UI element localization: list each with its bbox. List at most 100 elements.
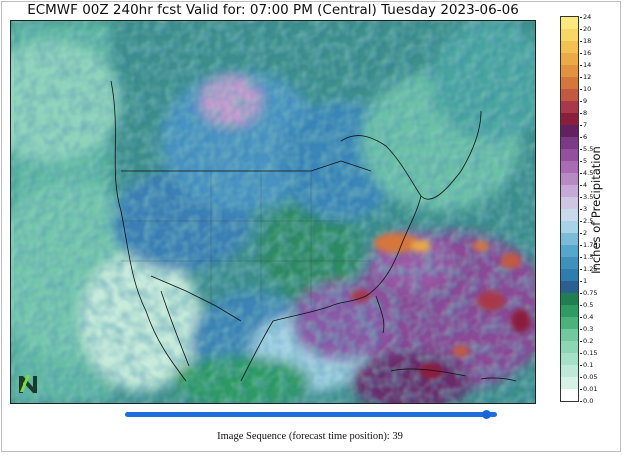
colorbar-tick-mark (580, 77, 582, 78)
colorbar-segment (561, 364, 578, 377)
colorbar-tick-mark (580, 221, 582, 222)
colorbar-tick-mark (580, 317, 582, 318)
colorbar-tick-mark (580, 281, 582, 282)
colorbar-tick-mark (580, 149, 582, 150)
colorbar-segment (561, 76, 578, 89)
colorbar-segment (561, 17, 578, 29)
colorbar-tick-mark (580, 161, 582, 162)
colorbar-tick-label: 2 (583, 229, 588, 237)
colorbar-segment (561, 304, 578, 317)
us-mexico-border (150, 275, 242, 322)
colorbar-tick-mark (580, 233, 582, 234)
colorbar-tick-mark (580, 341, 582, 342)
colorbar-tick-mark (580, 29, 582, 30)
precipitation-map (10, 20, 536, 404)
colorbar-tick-label: 7 (583, 121, 588, 129)
colorbar-tick-label: 0.5 (583, 301, 594, 309)
colorbar-tick-mark (580, 173, 582, 174)
colorbar-tick-label: 1.5 (583, 253, 594, 261)
colorbar-tick-mark (580, 389, 582, 390)
colorbar-segment (561, 136, 578, 149)
hispaniola-outline (480, 377, 517, 382)
florida-peninsula (375, 295, 385, 334)
colorbar-segment (561, 64, 578, 77)
colorbar-tick-label: 1.25 (583, 265, 598, 273)
colorbar-segment (561, 376, 578, 389)
colorbar-segment (561, 268, 578, 281)
gulf-coastline (240, 305, 332, 382)
colorbar-tick-label: 5 (583, 157, 588, 165)
colorbar-tick-label: 0.75 (583, 289, 598, 297)
colorbar-segment (561, 160, 578, 173)
colorbar-tick-label: 4.5 (583, 169, 594, 177)
colorbar-tick-label: 6 (583, 133, 588, 141)
baja-california (160, 290, 190, 367)
sequence-slider-track[interactable] (125, 412, 497, 417)
colorbar-segment (561, 88, 578, 101)
colorbar-segment (561, 280, 578, 293)
colorbar-tick-label: 5.5 (583, 145, 594, 153)
colorbar-tick-label: 3 (583, 205, 588, 213)
colorbar-tick-mark (580, 197, 582, 198)
colorbar-segment (561, 340, 578, 353)
colorbar-tick-mark (580, 377, 582, 378)
colorbar-segment (561, 172, 578, 185)
cuba-outline (390, 368, 467, 377)
colorbar-tick-mark (580, 125, 582, 126)
colorbar-segment (561, 220, 578, 233)
colorbar-segment (561, 124, 578, 137)
colorbar-tick-mark (580, 113, 582, 114)
colorbar-tick-label: 3.5 (583, 193, 594, 201)
colorbar-tick-mark (580, 353, 582, 354)
state-lines (121, 171, 371, 311)
east-coastline (330, 195, 422, 307)
colorbar-tick-label: 2.5 (583, 217, 594, 225)
colorbar-tick-label: 0.0 (583, 397, 594, 405)
heavy-precip-cells (351, 233, 531, 379)
n-logo-icon (19, 375, 37, 393)
colorbar-segment (561, 40, 578, 53)
colorbar-tick-label: 0.4 (583, 313, 594, 321)
colorbar-tick-label: 0.3 (583, 325, 594, 333)
colorbar-segment (561, 52, 578, 65)
colorbar-tick-label: 1 (583, 277, 588, 285)
colorbar-tick-mark (580, 185, 582, 186)
sequence-caption: Image Sequence (forecast time position):… (217, 431, 403, 442)
colorbar-tick-mark (580, 209, 582, 210)
colorbar-tick-mark (580, 101, 582, 102)
colorbar-tick-mark (580, 365, 582, 366)
precip-colorbar (560, 16, 579, 402)
colorbar-tick-label: 9 (583, 97, 588, 105)
colorbar-segment (561, 256, 578, 269)
noise-blue (14, 23, 535, 403)
colorbar-segment (561, 316, 578, 329)
colorbar-segment (561, 196, 578, 209)
colorbar-tick-mark (580, 293, 582, 294)
colorbar-segment (561, 112, 578, 125)
colorbar-segment (561, 184, 578, 197)
colorbar-tick-mark (580, 53, 582, 54)
colorbar-tick-label: 0.05 (583, 373, 598, 381)
colorbar-tick-mark (580, 65, 582, 66)
colorbar-segment (561, 244, 578, 257)
colorbar-tick-mark (580, 269, 582, 270)
colorbar-segment (561, 388, 578, 401)
colorbar-tick-mark (580, 305, 582, 306)
colorbar-tick-mark (580, 257, 582, 258)
colorbar-tick-label: 18 (583, 37, 592, 45)
colorbar-segment (561, 352, 578, 365)
colorbar-tick-label: 20 (583, 25, 592, 33)
colorbar-tick-label: 0.2 (583, 337, 594, 345)
colorbar-tick-label: 16 (583, 49, 592, 57)
colorbar-segment (561, 148, 578, 161)
colorbar-segment (561, 328, 578, 341)
colorbar-tick-mark (580, 89, 582, 90)
us-canada-border (121, 160, 372, 172)
colorbar-tick-mark (580, 329, 582, 330)
colorbar-segment (561, 292, 578, 305)
sequence-slider-thumb[interactable] (481, 410, 491, 419)
map-borders (110, 80, 517, 382)
colorbar-tick-label: 4 (583, 181, 588, 189)
colorbar-segment (561, 100, 578, 113)
colorbar-segment (561, 232, 578, 245)
